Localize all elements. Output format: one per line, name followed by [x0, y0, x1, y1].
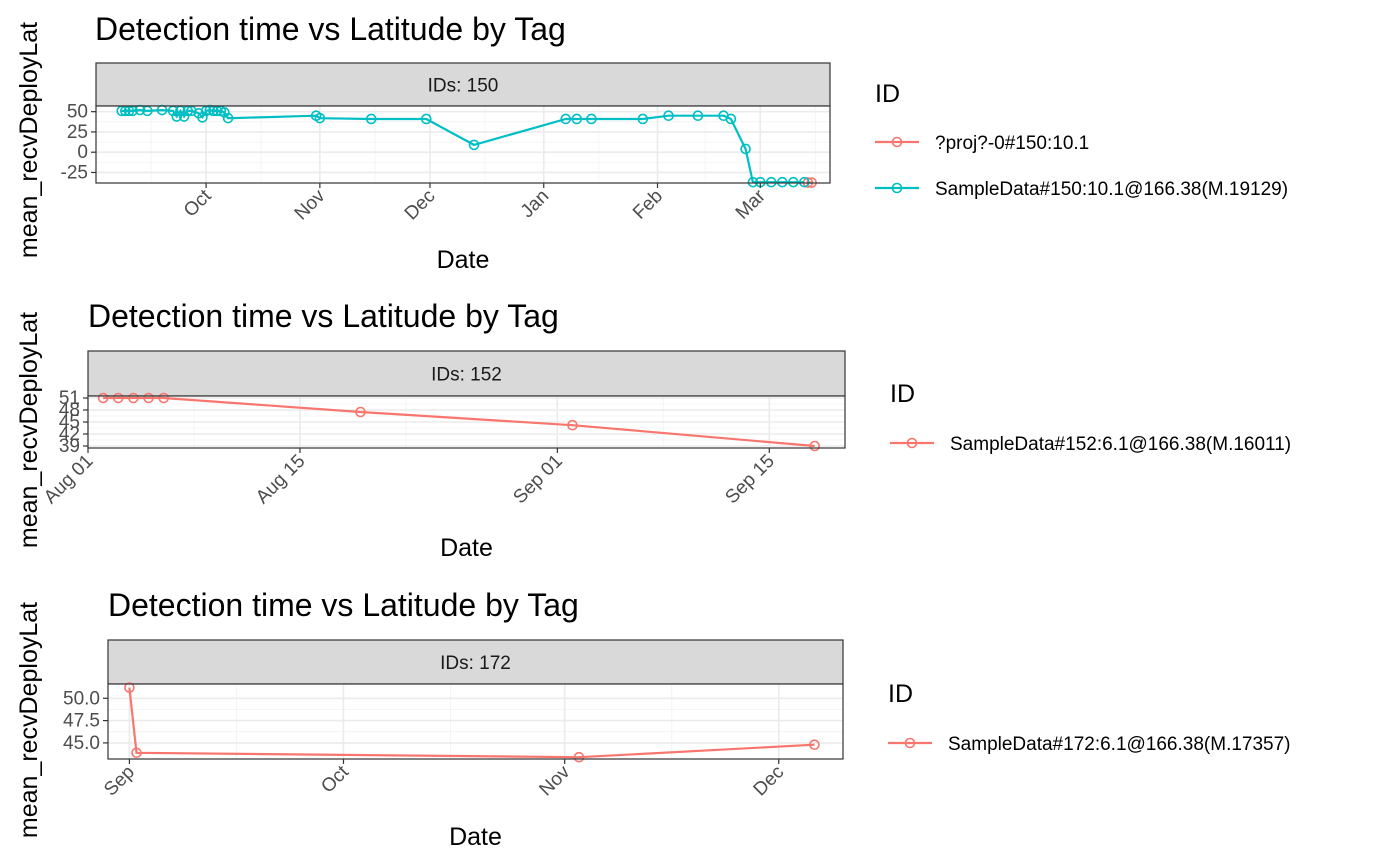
- data-point: [128, 392, 139, 404]
- chart-title: Detection time vs Latitude by Tag: [95, 11, 566, 47]
- data-point: [567, 419, 578, 431]
- data-point: [97, 392, 109, 404]
- legend: ID SampleData#172:6.1@166.38(M.17357): [888, 680, 1291, 755]
- panel-border: [107, 683, 844, 760]
- series-line: [103, 396, 815, 448]
- x-tick-label: Nov: [535, 761, 574, 800]
- x-tick-label: Jan: [517, 186, 554, 223]
- x-tick-label: Mar: [732, 185, 770, 223]
- data-point: [124, 682, 135, 693]
- data-point: [799, 176, 810, 188]
- data-point: [468, 139, 480, 151]
- chart-title: Detection time vs Latitude by Tag: [108, 587, 579, 623]
- x-tick-label: Dec: [401, 186, 440, 225]
- data-point: [222, 112, 234, 124]
- data-point: [571, 113, 583, 125]
- x-axis-title: Date: [440, 534, 493, 562]
- y-tick-label: 50: [67, 102, 88, 123]
- data-point: [809, 440, 821, 452]
- legend-title: ID: [890, 380, 915, 408]
- legend-label: SampleData#152:6.1@166.38(M.16011): [950, 434, 1291, 455]
- y-axis-title: mean_recvDeployLat: [15, 312, 43, 548]
- y-tick-label: 0: [77, 142, 88, 163]
- y-tick-label: 51: [59, 388, 80, 409]
- y-tick-label: 25: [67, 122, 88, 143]
- data-point: [420, 113, 432, 125]
- x-axis-title: Date: [449, 823, 502, 851]
- legend-key-point: [906, 437, 918, 449]
- legend-key-point: [904, 737, 916, 749]
- data-point: [809, 739, 820, 751]
- series-line: [128, 687, 815, 759]
- y-axis-title: mean_recvDeployLat: [15, 22, 43, 258]
- legend-label: SampleData#150:10.1@166.38(M.19129): [935, 179, 1288, 200]
- chart-panel-2: Detection time vs Latitude by Tag IDs: 15…: [40, 298, 1291, 562]
- x-tick-label: Oct: [180, 185, 216, 221]
- data-point: [787, 176, 799, 188]
- legend-title: ID: [888, 680, 913, 708]
- chart-panel-1: Detection time vs Latitude by Tag IDs: 15…: [61, 11, 1289, 274]
- y-tick-label: 45: [59, 412, 80, 433]
- x-tick-label: Sep 15: [721, 451, 778, 508]
- legend-key-point: [891, 136, 903, 148]
- legend: ID ?proj?-0#150:10.1 SampleData#150:10.1@1…: [875, 80, 1288, 200]
- data-point: [586, 113, 597, 125]
- x-tick-label: Dec: [750, 762, 789, 801]
- x-tick-label: Nov: [291, 185, 330, 224]
- panel-border: [95, 105, 831, 184]
- data-point: [663, 110, 674, 122]
- x-tick-label: Sep 01: [509, 451, 566, 508]
- data-point: [143, 392, 154, 404]
- data-point: [112, 392, 124, 404]
- y-tick-label: 45.0: [63, 733, 100, 754]
- facet-strip: [95, 62, 831, 107]
- facet-strip: [87, 350, 846, 397]
- data-point: [365, 113, 377, 125]
- data-point: [355, 406, 366, 418]
- y-tick-label: 50.0: [63, 688, 100, 709]
- y-tick-label: 39: [59, 436, 80, 457]
- data-point: [314, 112, 326, 124]
- x-tick-label: Sep: [100, 762, 139, 801]
- data-point: [776, 176, 788, 188]
- legend: ID SampleData#152:6.1@166.38(M.16011): [890, 380, 1291, 455]
- x-axis-title: Date: [437, 246, 490, 274]
- data-point: [765, 176, 777, 188]
- data-point: [131, 747, 142, 759]
- data-point: [560, 113, 572, 125]
- y-tick-label: 47.5: [63, 711, 100, 732]
- facet-strip-label: IDs: 152: [431, 365, 502, 386]
- data-point: [740, 143, 751, 155]
- facet-strip-label: IDs: 172: [440, 653, 511, 674]
- x-tick-label: Aug 15: [252, 451, 309, 508]
- data-point: [725, 113, 737, 125]
- plot-area: [108, 684, 843, 759]
- data-point: [573, 751, 585, 763]
- legend-label: ?proj?-0#150:10.1: [935, 133, 1089, 154]
- y-axis-title: mean_recvDeployLat: [15, 602, 43, 838]
- facet-strip-label: IDs: 150: [428, 76, 499, 97]
- x-tick-label: Feb: [629, 186, 667, 224]
- data-point: [747, 176, 759, 188]
- data-point: [692, 110, 704, 122]
- data-point: [637, 113, 649, 125]
- series-line: [121, 108, 805, 184]
- x-tick-label: Aug 01: [40, 451, 97, 508]
- chart-title: Detection time vs Latitude by Tag: [88, 298, 559, 334]
- chart-panel-3: Detection time vs Latitude by Tag IDs: 17…: [63, 587, 1291, 851]
- legend-title: ID: [875, 80, 900, 108]
- plot-area: [96, 106, 830, 183]
- x-tick-label: Oct: [317, 761, 353, 797]
- facet-strip: [107, 639, 844, 685]
- legend-label: SampleData#172:6.1@166.38(M.17357): [948, 734, 1291, 755]
- y-tick-label: 42: [59, 424, 80, 445]
- legend-key-point: [891, 182, 903, 194]
- y-tick-label: -25: [61, 162, 88, 183]
- data-point: [158, 392, 169, 404]
- y-tick-label: 48: [59, 400, 80, 421]
